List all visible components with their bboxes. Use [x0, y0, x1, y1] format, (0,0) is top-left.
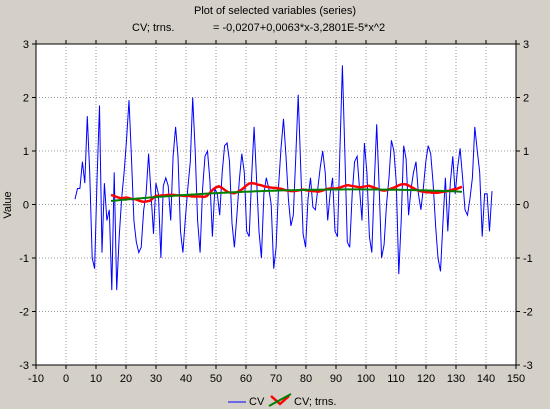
x-tick-label: 50 [210, 373, 222, 385]
y-tick-label: 1 [23, 146, 29, 158]
x-tick-label: -10 [28, 373, 44, 385]
axis-ticks [32, 40, 520, 369]
legend-label-trns: CV; trns. [294, 396, 336, 408]
x-tick-label: 120 [417, 373, 435, 385]
y-tick-label: 3 [23, 39, 29, 51]
x-tick-label: 30 [150, 373, 162, 385]
y-tick-label-right: -2 [523, 307, 533, 319]
x-tick-label: 130 [447, 373, 465, 385]
x-tick-label: 60 [240, 373, 252, 385]
y-tick-label-right: -1 [523, 253, 533, 265]
y-axis-label: Value [2, 191, 14, 218]
y-tick-label: -1 [19, 253, 29, 265]
y-tick-label-right: 2 [523, 93, 529, 105]
x-tick-label: 40 [180, 373, 192, 385]
x-tick-label: 10 [90, 373, 102, 385]
x-tick-label: 70 [270, 373, 282, 385]
y-tick-label: -2 [19, 307, 29, 319]
grid [36, 44, 516, 365]
x-tick-label: 110 [387, 373, 405, 385]
x-tick-label: 80 [300, 373, 312, 385]
tick-labels: -10 0 10 20 30 40 50 60 70 80 90 100 110 120 130 140 150… [19, 39, 533, 385]
chart-title: Plot of selected variables (series) [194, 5, 356, 17]
x-tick-label: 0 [63, 373, 69, 385]
trend-line [110, 188, 463, 202]
y-tick-label-right: -3 [523, 360, 533, 372]
y-tick-label-right: 3 [523, 39, 529, 51]
x-tick-label: 100 [357, 373, 375, 385]
x-tick-label: 20 [120, 373, 132, 385]
x-tick-label: 140 [477, 373, 495, 385]
y-tick-label-right: 0 [523, 200, 529, 212]
chart-subtitle-formula: = -0,0207+0,0063*x-3,2801E-5*x^2 [213, 22, 385, 34]
series-layer [74, 65, 493, 291]
legend-swatch-trend [268, 393, 292, 407]
x-tick-label: 90 [330, 373, 342, 385]
y-tick-label-right: 1 [523, 146, 529, 158]
y-tick-label: 2 [23, 93, 29, 105]
y-tick-label: 0 [23, 200, 29, 212]
legend-label-cv: CV [249, 396, 265, 408]
y-tick-label: -3 [19, 360, 29, 372]
legend-swatch-trns [270, 395, 290, 406]
series-line-cv [74, 65, 493, 291]
chart-subtitle-label: CV; trns. [132, 22, 174, 34]
legend: CV CV; trns. [228, 393, 336, 408]
x-tick-label: 150 [507, 373, 525, 385]
